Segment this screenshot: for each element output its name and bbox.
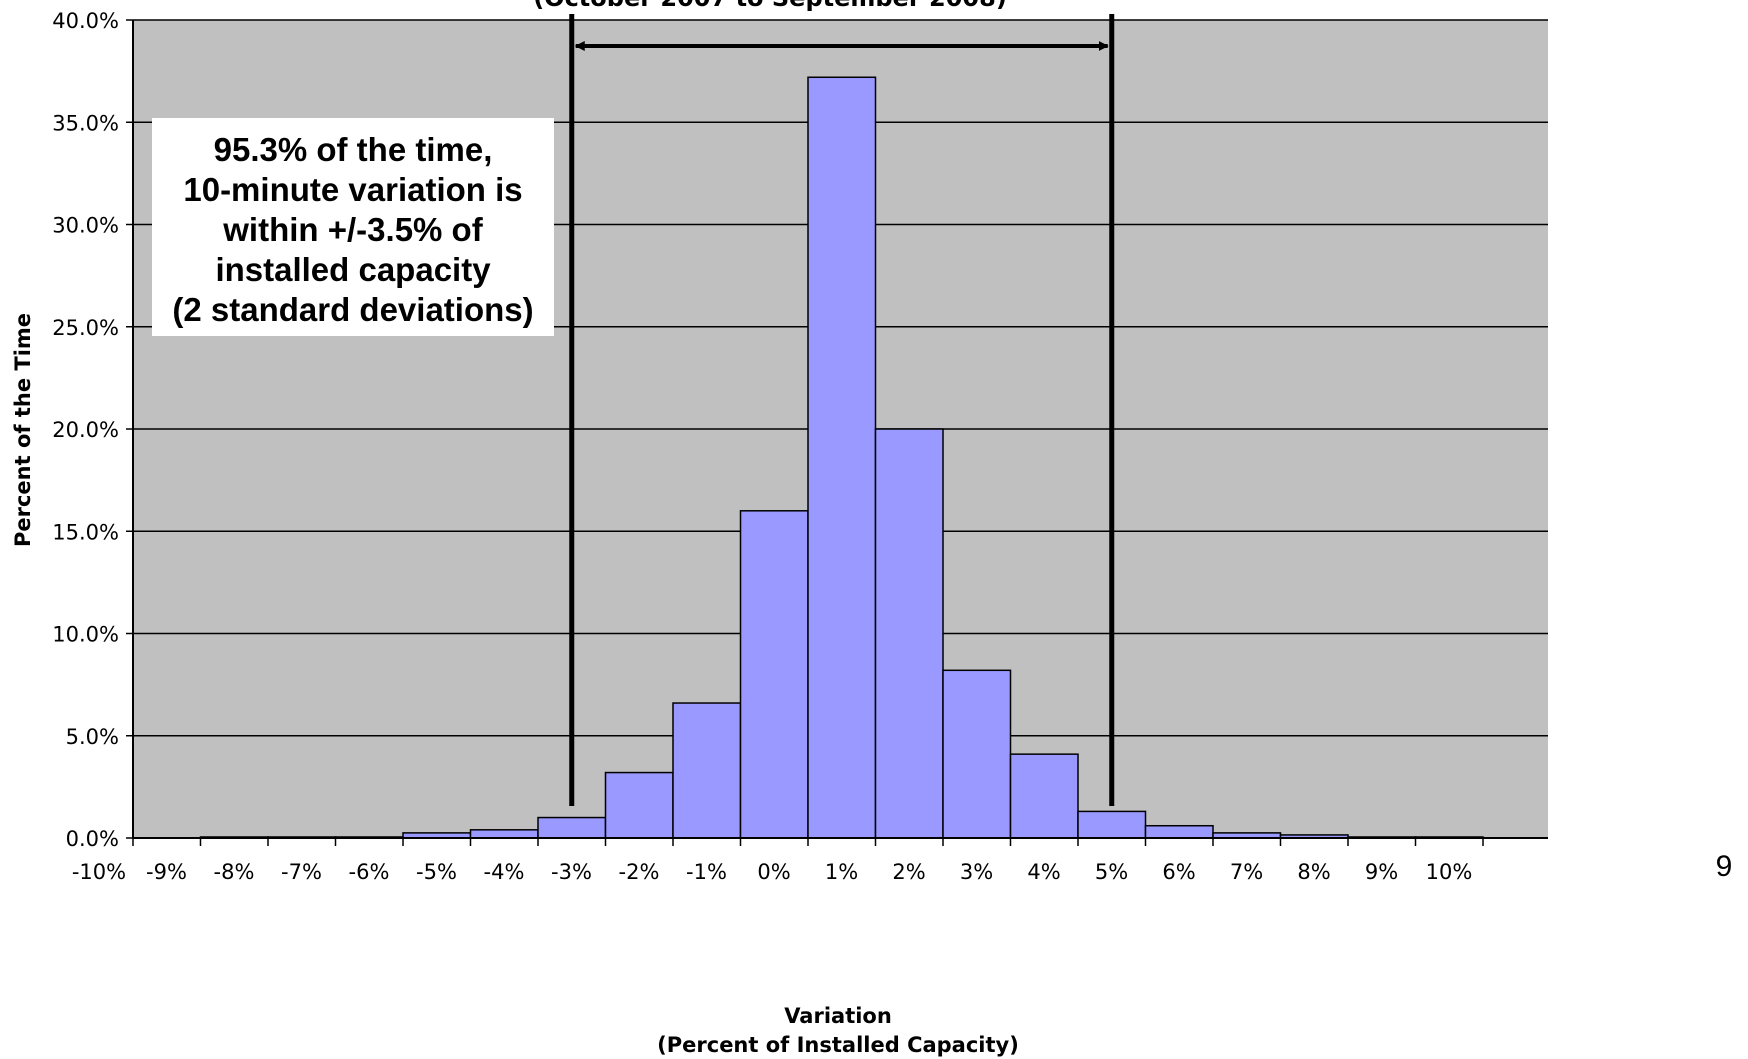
x-tick-label: -10% [72, 860, 126, 884]
x-tick-label: -2% [619, 860, 660, 884]
histogram-bar [876, 429, 944, 838]
histogram-bar [1146, 826, 1214, 838]
x-tick-label: 5% [1095, 860, 1128, 884]
x-axis-subtitle: (Percent of Installed Capacity) [657, 1033, 1019, 1057]
x-tick-labels: -10% -9% -8% -7% -6% -5% -4% -3% -2% -1% 0% 1% 2% 3% 4… [72, 860, 1472, 884]
histogram-bar [673, 703, 741, 838]
histogram-bar [606, 773, 674, 838]
x-tick-label: 0% [757, 860, 790, 884]
x-tick-label: -5% [416, 860, 457, 884]
y-tick-label: 10.0% [52, 623, 119, 647]
y-tick-label: 0.0% [66, 827, 119, 851]
y-tick-label: 35.0% [52, 111, 119, 135]
y-tick-labels: 0.0% 5.0% 10.0% 15.0% 20.0% 25.0% 30.0% 35.0% 40… [52, 9, 119, 851]
x-tick-label: -8% [214, 860, 255, 884]
x-tick-label: 4% [1027, 860, 1060, 884]
chart-title: (October 2007 to September 2008) [533, 0, 1007, 12]
y-tick-label: 5.0% [66, 725, 119, 749]
x-tick-label: -1% [686, 860, 727, 884]
x-tick-label: -3% [551, 860, 592, 884]
annotation-line: within +/-3.5% of [222, 211, 483, 248]
annotation-line: 10-minute variation is [183, 171, 522, 208]
x-tick-label: -4% [484, 860, 525, 884]
annotation-text: 95.3% of the time, 10-minute variation is… [172, 131, 533, 328]
annotation-line: 95.3% of the time, [214, 131, 493, 168]
x-tick-label: -6% [349, 860, 390, 884]
x-tick-label: 9% [1365, 860, 1398, 884]
x-tick-label: 10% [1426, 860, 1473, 884]
y-tick-label: 20.0% [52, 418, 119, 442]
x-tick-label: 1% [825, 860, 858, 884]
x-tick-label: 8% [1297, 860, 1330, 884]
annotation-line: (2 standard deviations) [172, 291, 533, 328]
x-tick-label: 3% [960, 860, 993, 884]
histogram-bar [1078, 811, 1146, 838]
histogram-bar [471, 830, 539, 838]
page-number: 9 [1716, 850, 1733, 883]
y-tick-label: 25.0% [52, 316, 119, 340]
histogram-bar [538, 818, 606, 838]
annotation-line: installed capacity [215, 251, 491, 288]
histogram-bar [741, 511, 809, 838]
histogram-bar [943, 670, 1011, 838]
x-tick-label: 2% [892, 860, 925, 884]
histogram-bar [1011, 754, 1079, 838]
annotation-box: 95.3% of the time, 10-minute variation is… [152, 118, 554, 336]
x-tick-label: 7% [1230, 860, 1263, 884]
y-tick-label: 30.0% [52, 214, 119, 238]
histogram-bar [808, 77, 876, 838]
x-tick-label: -7% [281, 860, 322, 884]
y-tick-label: 15.0% [52, 520, 119, 544]
y-axis-title: Percent of the Time [11, 313, 35, 547]
x-tick-label: -9% [146, 860, 187, 884]
x-axis-title: Variation [784, 1004, 892, 1028]
x-tick-label: 6% [1162, 860, 1195, 884]
y-tick-label: 40.0% [52, 9, 119, 33]
